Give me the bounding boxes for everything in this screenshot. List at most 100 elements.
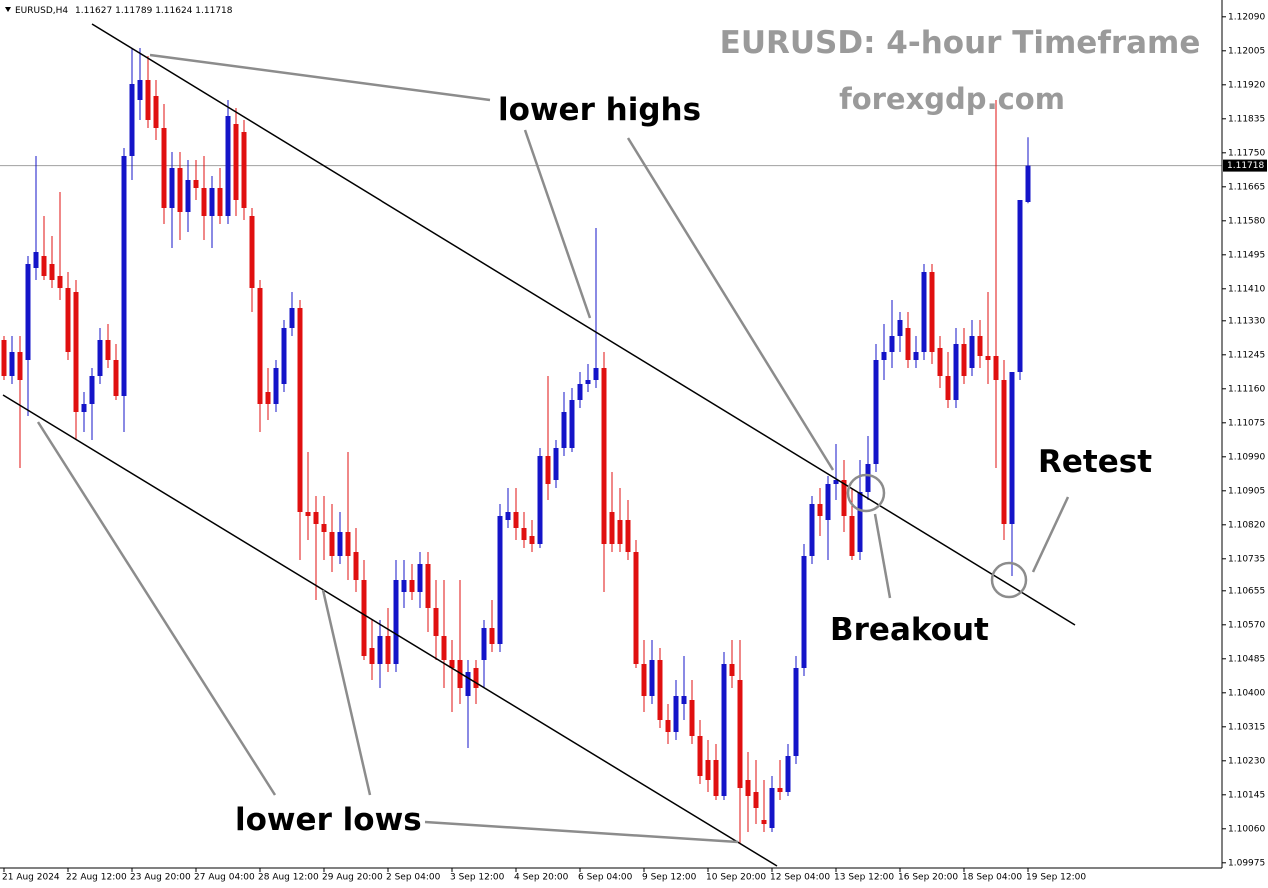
pointer	[149, 53, 491, 102]
candle-body	[513, 512, 519, 528]
y-tick-label: 1.09975	[1228, 858, 1265, 868]
x-tick-label: 12 Sep 04:00	[770, 873, 830, 883]
candle-body	[785, 756, 791, 792]
candle-body	[537, 456, 543, 544]
upper-channel-line	[91, 23, 1076, 626]
candle-body	[961, 344, 967, 376]
candle-body	[985, 356, 991, 360]
candle-body	[465, 672, 471, 696]
candle-body	[793, 668, 799, 756]
candle-body	[489, 628, 495, 644]
candle-body	[233, 124, 239, 200]
candle-body	[761, 820, 767, 824]
candle-body	[9, 352, 15, 376]
pointers	[36, 53, 1070, 844]
chart-header: EURUSD,H4 1.11627 1.11789 1.11624 1.1171…	[15, 6, 233, 16]
candle-body	[377, 636, 383, 664]
candle-body	[945, 376, 951, 400]
candle-body	[401, 580, 407, 592]
y-tick-label: 1.10570	[1228, 620, 1265, 630]
header-high: 1.11789	[115, 6, 152, 16]
candle-body	[609, 512, 615, 544]
candle-body	[721, 664, 727, 796]
candle-body	[745, 780, 751, 796]
candle-body	[97, 340, 103, 376]
candle-body	[217, 188, 223, 216]
chart-title: EURUSD: 4-hour Timeframe	[720, 25, 1201, 61]
candle-body	[809, 504, 815, 556]
candle-body	[633, 552, 639, 664]
candle-body	[897, 320, 903, 336]
pointer	[626, 137, 835, 471]
candle-body	[193, 180, 199, 188]
candle-body	[25, 264, 31, 360]
candle-body	[577, 384, 583, 400]
x-tick-label: 29 Aug 20:00	[322, 873, 383, 883]
annotation: lower highs	[498, 92, 701, 128]
candle-body	[281, 328, 287, 384]
candle-body	[249, 216, 255, 288]
candle-body	[833, 480, 839, 484]
y-tick-label: 1.10990	[1228, 452, 1265, 462]
y-tick-label: 1.11245	[1228, 350, 1265, 360]
candle-body	[585, 380, 591, 384]
candle-body	[329, 532, 335, 556]
candle-body	[865, 464, 871, 492]
candle-body	[209, 188, 215, 216]
y-tick-label: 1.11495	[1228, 250, 1265, 260]
candle-body	[113, 360, 119, 396]
x-tick-label: 9 Sep 12:00	[642, 873, 697, 883]
candle-body	[505, 512, 511, 520]
candle-body	[953, 344, 959, 400]
candle-body	[305, 512, 311, 516]
candle-body	[713, 760, 719, 796]
menu-triangle	[5, 7, 11, 12]
pointer	[321, 589, 372, 796]
candle-body	[553, 448, 559, 480]
candle-body	[1017, 200, 1023, 372]
y-tick-label: 1.11665	[1228, 182, 1265, 192]
candle-body	[137, 80, 143, 100]
y-tick-label: 1.11075	[1228, 418, 1265, 428]
candle-body	[225, 116, 231, 216]
candle-body	[665, 720, 671, 732]
candle-body	[201, 188, 207, 216]
x-tick-label: 6 Sep 04:00	[578, 873, 633, 883]
x-tick-label: 3 Sep 12:00	[450, 873, 505, 883]
candle-body	[1001, 380, 1007, 524]
candle-body	[729, 664, 735, 676]
y-tick-label: 1.10060	[1228, 824, 1265, 834]
x-tick-label: 10 Sep 20:00	[706, 873, 766, 883]
candle-body	[145, 80, 151, 120]
candle-body	[345, 532, 351, 556]
x-tick-label: 18 Sep 04:00	[962, 873, 1022, 883]
pointer	[523, 129, 592, 319]
annotation: Breakout	[830, 612, 989, 648]
candle-body	[257, 288, 263, 404]
candle-body	[929, 272, 935, 352]
candle-body	[649, 660, 655, 696]
y-tick-label: 1.10400	[1228, 688, 1265, 698]
candle-body	[673, 696, 679, 732]
pointer	[36, 421, 277, 796]
candle-body	[681, 696, 687, 704]
candle-body	[369, 648, 375, 664]
candle-body	[977, 336, 983, 356]
candle-body	[49, 264, 55, 280]
candle-body	[297, 308, 303, 512]
y-tick-label: 1.11410	[1228, 284, 1265, 294]
y-tick-label: 1.10655	[1228, 586, 1265, 596]
candle-body	[769, 788, 775, 828]
candle-body	[705, 760, 711, 780]
candle-body	[1, 340, 7, 376]
candle-body	[409, 580, 415, 592]
y-tick-label: 1.10485	[1228, 654, 1265, 664]
candle-body	[801, 556, 807, 668]
current-price-box	[1223, 159, 1267, 172]
candle-body	[737, 680, 743, 788]
annotation: Retest	[1038, 444, 1152, 480]
candle-body	[129, 84, 135, 156]
x-tick-label: 23 Aug 20:00	[130, 873, 191, 883]
candle-body	[353, 552, 359, 580]
